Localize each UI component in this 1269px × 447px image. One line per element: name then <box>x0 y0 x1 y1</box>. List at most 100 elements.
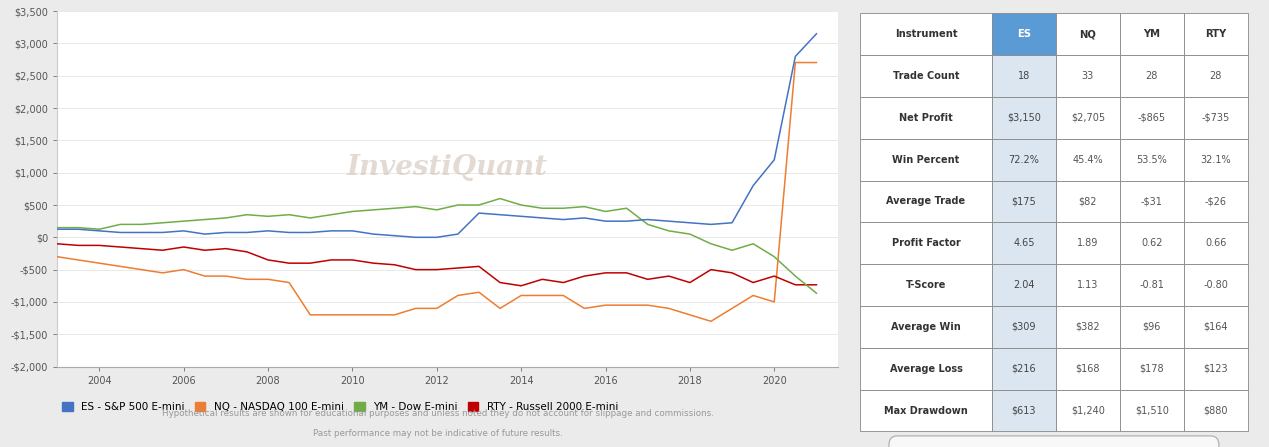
FancyBboxPatch shape <box>890 436 1220 447</box>
FancyBboxPatch shape <box>860 13 992 55</box>
FancyBboxPatch shape <box>1056 181 1119 223</box>
Text: 0.66: 0.66 <box>1206 238 1226 248</box>
Text: $178: $178 <box>1140 364 1164 374</box>
Text: $613: $613 <box>1011 405 1036 416</box>
Text: 33: 33 <box>1081 71 1094 81</box>
FancyBboxPatch shape <box>860 264 992 306</box>
Text: 0.62: 0.62 <box>1141 238 1162 248</box>
FancyBboxPatch shape <box>860 223 992 264</box>
FancyBboxPatch shape <box>1056 348 1119 390</box>
Text: ES: ES <box>1016 29 1030 39</box>
FancyBboxPatch shape <box>1056 306 1119 348</box>
FancyBboxPatch shape <box>992 223 1056 264</box>
Text: 72.2%: 72.2% <box>1009 155 1039 164</box>
Text: RTY: RTY <box>1206 29 1226 39</box>
FancyBboxPatch shape <box>1184 139 1247 181</box>
Text: $123: $123 <box>1203 364 1228 374</box>
FancyBboxPatch shape <box>1056 264 1119 306</box>
Text: $96: $96 <box>1142 322 1161 332</box>
FancyBboxPatch shape <box>1119 139 1184 181</box>
Text: Hypothetical results are shown for educational purposes and unless noted they do: Hypothetical results are shown for educa… <box>162 409 713 418</box>
Text: -$26: -$26 <box>1204 197 1227 207</box>
Text: $382: $382 <box>1076 322 1100 332</box>
Text: -$735: -$735 <box>1202 113 1230 123</box>
Text: $164: $164 <box>1203 322 1228 332</box>
FancyBboxPatch shape <box>1119 306 1184 348</box>
FancyBboxPatch shape <box>860 306 992 348</box>
Legend: ES - S&P 500 E-mini, NQ - NASDAQ 100 E-mini, YM - Dow E-mini, RTY - Russell 2000: ES - S&P 500 E-mini, NQ - NASDAQ 100 E-m… <box>62 402 618 412</box>
Text: 28: 28 <box>1209 71 1222 81</box>
FancyBboxPatch shape <box>860 348 992 390</box>
FancyBboxPatch shape <box>1056 223 1119 264</box>
Text: $168: $168 <box>1076 364 1100 374</box>
Text: 1.13: 1.13 <box>1077 280 1099 290</box>
FancyBboxPatch shape <box>1119 181 1184 223</box>
FancyBboxPatch shape <box>860 97 992 139</box>
Text: -$865: -$865 <box>1138 113 1166 123</box>
FancyBboxPatch shape <box>1184 97 1247 139</box>
FancyBboxPatch shape <box>992 181 1056 223</box>
FancyBboxPatch shape <box>1056 97 1119 139</box>
FancyBboxPatch shape <box>1056 13 1119 55</box>
FancyBboxPatch shape <box>860 390 992 431</box>
FancyBboxPatch shape <box>1184 223 1247 264</box>
Text: $216: $216 <box>1011 364 1037 374</box>
FancyBboxPatch shape <box>1184 306 1247 348</box>
Text: $175: $175 <box>1011 197 1037 207</box>
Text: $82: $82 <box>1079 197 1098 207</box>
FancyBboxPatch shape <box>1119 264 1184 306</box>
FancyBboxPatch shape <box>1119 55 1184 97</box>
Text: Win Percent: Win Percent <box>892 155 959 164</box>
Text: 1.89: 1.89 <box>1077 238 1099 248</box>
Text: Net Profit: Net Profit <box>900 113 953 123</box>
FancyBboxPatch shape <box>860 139 992 181</box>
FancyBboxPatch shape <box>1184 181 1247 223</box>
Text: $309: $309 <box>1011 322 1036 332</box>
Text: $1,240: $1,240 <box>1071 405 1105 416</box>
Text: YM: YM <box>1143 29 1160 39</box>
Text: 28: 28 <box>1146 71 1159 81</box>
Text: Average Trade: Average Trade <box>887 197 966 207</box>
Text: 32.1%: 32.1% <box>1200 155 1231 164</box>
Text: -0.80: -0.80 <box>1203 280 1228 290</box>
Text: Max Drawdown: Max Drawdown <box>884 405 968 416</box>
FancyBboxPatch shape <box>992 348 1056 390</box>
Text: 53.5%: 53.5% <box>1137 155 1167 164</box>
Text: 2.04: 2.04 <box>1013 280 1034 290</box>
Text: 45.4%: 45.4% <box>1072 155 1103 164</box>
Text: InvestiQuant: InvestiQuant <box>346 154 548 181</box>
FancyBboxPatch shape <box>860 181 992 223</box>
FancyBboxPatch shape <box>1184 264 1247 306</box>
FancyBboxPatch shape <box>1056 55 1119 97</box>
FancyBboxPatch shape <box>1184 55 1247 97</box>
FancyBboxPatch shape <box>1184 13 1247 55</box>
FancyBboxPatch shape <box>1119 223 1184 264</box>
FancyBboxPatch shape <box>860 55 992 97</box>
Text: Instrument: Instrument <box>895 29 957 39</box>
Text: $3,150: $3,150 <box>1006 113 1041 123</box>
FancyBboxPatch shape <box>992 306 1056 348</box>
Text: $880: $880 <box>1203 405 1228 416</box>
FancyBboxPatch shape <box>992 390 1056 431</box>
FancyBboxPatch shape <box>992 139 1056 181</box>
FancyBboxPatch shape <box>1119 97 1184 139</box>
Text: $1,510: $1,510 <box>1134 405 1169 416</box>
FancyBboxPatch shape <box>992 97 1056 139</box>
Text: Trade Count: Trade Count <box>892 71 959 81</box>
Text: 4.65: 4.65 <box>1013 238 1034 248</box>
FancyBboxPatch shape <box>1119 390 1184 431</box>
Text: T-Score: T-Score <box>906 280 947 290</box>
Text: -0.81: -0.81 <box>1140 280 1164 290</box>
Text: Average Loss: Average Loss <box>890 364 962 374</box>
FancyBboxPatch shape <box>1184 390 1247 431</box>
Text: Profit Factor: Profit Factor <box>892 238 961 248</box>
FancyBboxPatch shape <box>1119 348 1184 390</box>
Text: $2,705: $2,705 <box>1071 113 1105 123</box>
Text: Average Win: Average Win <box>891 322 961 332</box>
FancyBboxPatch shape <box>1119 13 1184 55</box>
FancyBboxPatch shape <box>1056 390 1119 431</box>
FancyBboxPatch shape <box>992 264 1056 306</box>
Text: 18: 18 <box>1018 71 1030 81</box>
FancyBboxPatch shape <box>1184 348 1247 390</box>
FancyBboxPatch shape <box>992 13 1056 55</box>
